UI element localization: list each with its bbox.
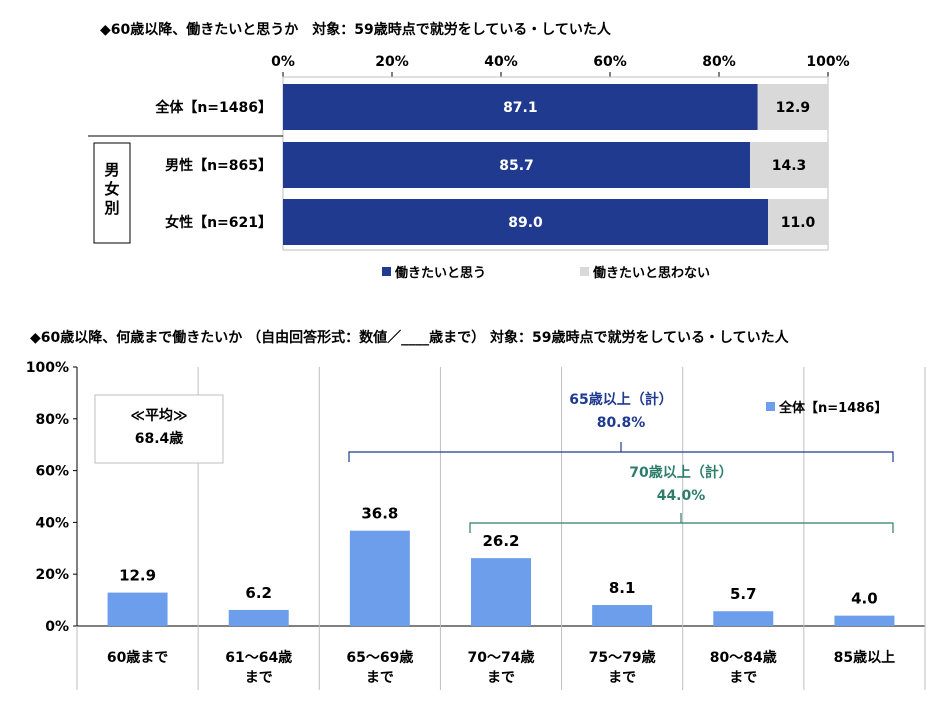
chart2-category-label: まで xyxy=(245,670,273,686)
bar-not-want xyxy=(750,142,828,188)
chart2-y-tick-label: 80% xyxy=(35,412,69,428)
average-box xyxy=(94,394,224,464)
chart2-y-tick-label: 100% xyxy=(26,360,69,376)
chart2-category-label: まで xyxy=(487,670,515,686)
bar-age-group xyxy=(592,605,653,626)
chart2-title: ◆60歳以降、何歳まで働きたいか （自由回答形式：数値／____歳まで） 対象：… xyxy=(30,329,790,346)
bar-want-value-label: 87.1 xyxy=(503,100,538,116)
chart2-legend-label: 全体【n=1486】 xyxy=(778,400,887,416)
bracket-65-plus-label: 65歳以上（計） xyxy=(569,391,672,408)
chart1-group-label-char: 別 xyxy=(103,199,119,217)
bar-age-group-value-label: 5.7 xyxy=(730,585,757,603)
bracket-70-plus-value: 44.0% xyxy=(657,488,706,504)
bar-age-group-value-label: 4.0 xyxy=(851,590,878,608)
chart2-legend-swatch xyxy=(766,402,775,411)
chart1-group-box xyxy=(93,142,131,244)
chart2-category-label: まで xyxy=(729,670,757,686)
legend-label-not-want: 働きたいと思わない xyxy=(592,265,710,281)
legend-swatch-not-want xyxy=(580,267,589,276)
bar-age-group-value-label: 6.2 xyxy=(245,584,272,602)
chart1-category-label: 男性【n=865】 xyxy=(165,157,272,174)
chart2-y-tick-label: 20% xyxy=(35,567,69,583)
chart1-group-label-char: 男 xyxy=(104,161,119,179)
bar-not-want-value-label: 11.0 xyxy=(781,215,816,231)
bar-age-group-value-label: 36.8 xyxy=(361,505,398,523)
bar-not-want-value-label: 14.3 xyxy=(772,158,807,174)
chart1-legend: 働きたいと思う 働きたいと思わない xyxy=(382,265,710,281)
bracket-65-plus-line xyxy=(348,451,894,462)
chart1-x-tick-label: 0% xyxy=(271,54,295,70)
bar-want-value-label: 85.7 xyxy=(499,158,534,174)
chart1-title: ◆60歳以降、働きたいと思うか 対象：59歳時点で就労をしている・していた人 xyxy=(100,21,612,38)
chart2-category-label: 85歳以上 xyxy=(834,649,895,666)
chart2-category-label: 70～74歳 xyxy=(468,649,535,666)
bar-not-want-value-label: 12.9 xyxy=(776,100,811,116)
bracket-70-plus-line xyxy=(469,522,894,533)
bar-age-group-value-label: 8.1 xyxy=(609,579,636,597)
chart1-category-label: 女性【n=621】 xyxy=(165,214,272,231)
bracket-70-plus xyxy=(469,513,894,533)
bracket-65-plus xyxy=(348,442,894,462)
legend-swatch-want xyxy=(382,267,391,276)
chart2-category-label: 61～64歳 xyxy=(225,649,292,666)
chart2-y-tick-label: 0% xyxy=(45,619,69,635)
chart2-y-tick-label: 60% xyxy=(35,464,69,480)
chart1-category-label: 全体【n=1486】 xyxy=(154,99,272,116)
bar-want xyxy=(283,142,751,188)
bar-age-group xyxy=(349,530,410,626)
chart1-x-tick-label: 60% xyxy=(593,54,627,70)
chart1-group-label-char: 女 xyxy=(104,180,119,198)
chart1-x-tick-label: 100% xyxy=(806,54,849,70)
chart1-x-tick-label: 20% xyxy=(375,54,409,70)
legend-label-want: 働きたいと思う xyxy=(394,265,486,281)
bar-age-group xyxy=(471,558,531,626)
bar-want xyxy=(283,84,758,130)
bar-not-want xyxy=(757,84,828,130)
bar-want xyxy=(283,199,769,245)
average-value: 68.4歳 xyxy=(135,430,184,447)
bracket-65-plus-value: 80.8% xyxy=(597,415,646,431)
bar-age-group xyxy=(713,611,774,626)
bar-want-value-label: 89.0 xyxy=(508,215,543,231)
bar-age-group xyxy=(228,609,289,626)
bar-age-group xyxy=(834,615,895,626)
chart1-x-tick-label: 40% xyxy=(484,54,518,70)
chart2-category-label: 65～69歳 xyxy=(346,649,413,666)
chart2-category-label: まで xyxy=(366,670,394,686)
bracket-70-plus-label: 70歳以上（計） xyxy=(629,464,732,481)
bar-age-group xyxy=(107,592,168,626)
bar-not-want xyxy=(768,199,828,245)
chart1-x-tick-label: 80% xyxy=(702,54,736,70)
chart2-y-tick-label: 40% xyxy=(35,515,69,531)
average-label: ≪平均≫ xyxy=(130,407,187,424)
bar-age-group-value-label: 12.9 xyxy=(119,567,156,585)
chart2-category-label: 60歳まで xyxy=(107,649,168,666)
chart2-category-label: まで xyxy=(608,670,636,686)
chart2-category-label: 75～79歳 xyxy=(589,649,656,666)
chart2-category-label: 80～84歳 xyxy=(710,649,777,666)
bar-age-group-value-label: 26.2 xyxy=(482,532,519,550)
